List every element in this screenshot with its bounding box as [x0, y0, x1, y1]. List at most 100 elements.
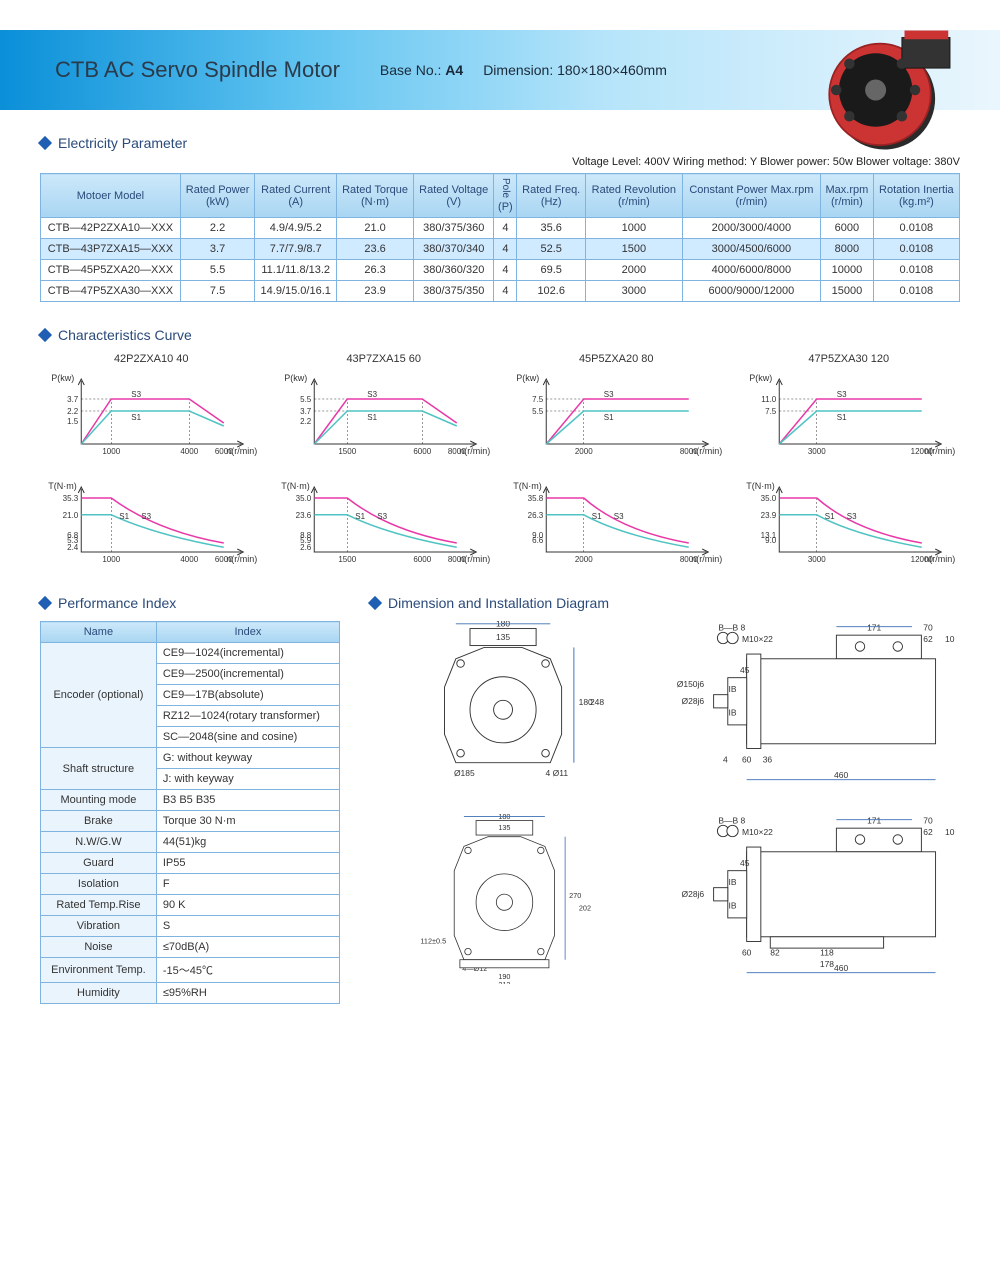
svg-text:62: 62	[923, 634, 933, 644]
svg-text:IB: IB	[728, 707, 736, 717]
table-row: CTB—45P5ZXA20—XXX5.511.1/11.8/13.226.338…	[41, 260, 960, 281]
svg-text:3.7: 3.7	[67, 395, 79, 404]
svg-text:4000: 4000	[180, 447, 198, 456]
svg-text:T(N·m): T(N·m)	[746, 481, 775, 491]
svg-text:6000: 6000	[413, 447, 431, 456]
svg-text:S1: S1	[131, 413, 141, 422]
perf-row: GuardIP55	[41, 853, 340, 874]
svg-text:62: 62	[923, 827, 933, 837]
svg-text:S3: S3	[367, 390, 377, 399]
table-row: CTB—47P5ZXA30—XXX7.514.9/15.0/16.123.938…	[41, 281, 960, 302]
svg-text:3000: 3000	[807, 555, 825, 564]
eparam-header: Constant Power Max.rpm (r/min)	[682, 174, 821, 218]
perf-h-index: Index	[156, 622, 339, 643]
eparam-header: Motoer Model	[41, 174, 181, 218]
svg-text:135: 135	[498, 823, 510, 832]
svg-text:2.2: 2.2	[300, 417, 312, 426]
perf-row: N.W/G.W44(51)kg	[41, 832, 340, 853]
perf-row: Noise≤70dB(A)	[41, 937, 340, 958]
dim-front-view: 180 135 180 248 Ø185 4 Ø11	[370, 621, 655, 791]
torque-chart: T(N·m) S1 S3 35.826.39.06.620008000 n(r/…	[505, 477, 728, 570]
svg-text:460: 460	[834, 963, 848, 973]
svg-text:23.6: 23.6	[295, 511, 311, 520]
svg-text:35.8: 35.8	[528, 494, 544, 503]
svg-text:Ø28j6: Ø28j6	[681, 696, 704, 706]
svg-text:45: 45	[740, 665, 750, 675]
svg-text:IB: IB	[728, 877, 736, 887]
svg-text:1.5: 1.5	[67, 417, 79, 426]
table-row: CTB—42P2ZXA10—XXX2.24.9/4.9/5.221.0380/3…	[41, 218, 960, 239]
svg-text:B—B 8: B—B 8	[718, 815, 745, 825]
svg-text:Ø28j6: Ø28j6	[681, 889, 704, 899]
svg-text:P(kw): P(kw)	[284, 373, 307, 383]
svg-text:2.2: 2.2	[67, 407, 79, 416]
svg-text:B—B 8: B—B 8	[718, 622, 745, 632]
svg-text:n(r/min): n(r/min)	[691, 446, 722, 456]
svg-text:n(r/min): n(r/min)	[226, 554, 257, 564]
svg-text:Ø150j6: Ø150j6	[677, 679, 705, 689]
dim-front-view: 180 135 270 202 4—Ø12 190212112±0.5	[370, 814, 655, 984]
svg-text:T(N·m): T(N·m)	[281, 481, 310, 491]
svg-text:IB: IB	[728, 684, 736, 694]
svg-text:60: 60	[742, 755, 752, 765]
bullet-icon	[368, 596, 382, 610]
electricity-table: Motoer ModelRated Power (kW)Rated Curren…	[40, 173, 960, 302]
svg-text:35.3: 35.3	[63, 494, 79, 503]
svg-text:S1: S1	[836, 413, 846, 422]
svg-text:171: 171	[867, 815, 881, 825]
dimension-drawings: 180 135 180 248 Ø185 4 Ø11 B—B 8 M10×22 …	[370, 621, 960, 987]
svg-text:10: 10	[945, 634, 955, 644]
svg-text:S1: S1	[604, 413, 614, 422]
table-row: CTB—43P7ZXA15—XXX3.77.7/7.9/8.723.6380/3…	[41, 239, 960, 260]
svg-text:6000: 6000	[413, 555, 431, 564]
svg-text:S1: S1	[355, 512, 365, 521]
svg-text:3000: 3000	[807, 447, 825, 456]
torque-chart: T(N·m) S1 S3 35.321.06.85.32.41000400060…	[40, 477, 263, 570]
svg-text:7.5: 7.5	[765, 407, 777, 416]
svg-text:180: 180	[498, 814, 510, 821]
svg-text:n(r/min): n(r/min)	[924, 446, 955, 456]
section-curve: Characteristics Curve 42P2ZXA10 40 P(kw)…	[0, 327, 1000, 570]
power-charts-row: 42P2ZXA10 40 P(kw) S3 S1 3.72.21.5100040…	[40, 353, 960, 462]
svg-text:35.0: 35.0	[295, 494, 311, 503]
svg-text:1000: 1000	[102, 447, 120, 456]
page-title: CTB AC Servo Spindle Motor	[55, 57, 340, 83]
svg-text:178: 178	[820, 959, 834, 969]
svg-text:70: 70	[923, 815, 933, 825]
svg-text:P(kw): P(kw)	[516, 373, 539, 383]
svg-text:n(r/min): n(r/min)	[459, 554, 490, 564]
svg-text:3.7: 3.7	[300, 407, 312, 416]
power-chart: 47P5ZXA30 120 P(kw) S3 S1 11.07.53000120…	[738, 353, 961, 462]
svg-text:S3: S3	[614, 512, 624, 521]
dim-side-view: B—B 8 M10×22 171 706210 45 IB IB Ø28j6 6…	[675, 814, 960, 984]
svg-text:M10×22: M10×22	[742, 634, 773, 644]
perf-h-name: Name	[41, 622, 157, 643]
svg-text:70: 70	[923, 622, 933, 632]
perf-row: Humidity≤95%RH	[41, 983, 340, 1004]
eparam-header: Rated Power (kW)	[180, 174, 255, 218]
perf-row: Environment Temp.-15～45℃	[41, 958, 340, 983]
svg-text:9.0: 9.0	[765, 536, 777, 545]
svg-text:180: 180	[496, 621, 510, 629]
svg-text:P(kw): P(kw)	[51, 373, 74, 383]
bullet-icon	[38, 596, 52, 610]
svg-text:P(kw): P(kw)	[749, 373, 772, 383]
power-chart: 43P7ZXA15 60 P(kw) S3 S1 5.53.72.2150060…	[273, 353, 496, 462]
svg-text:82: 82	[770, 948, 780, 958]
svg-text:S1: S1	[592, 512, 602, 521]
perf-row: Encoder (optional)CE9—1024(incremental)	[41, 643, 340, 664]
svg-text:n(r/min): n(r/min)	[924, 554, 955, 564]
perf-row: Rated Temp.Rise90 K	[41, 895, 340, 916]
perf-row: VibrationS	[41, 916, 340, 937]
svg-text:10: 10	[945, 827, 955, 837]
base-no: Base No.: A4	[380, 62, 463, 78]
svg-text:5.5: 5.5	[532, 407, 544, 416]
eparam-header: Max.rpm (r/min)	[821, 174, 874, 218]
bottom-section: Performance Index Name Index Encoder (op…	[0, 595, 1000, 1004]
power-chart: 42P2ZXA10 40 P(kw) S3 S1 3.72.21.5100040…	[40, 353, 263, 462]
eparam-header: Rated Current (A)	[255, 174, 337, 218]
svg-text:212: 212	[498, 980, 510, 984]
svg-text:460: 460	[834, 770, 848, 780]
eparam-header: Rated Freq. (Hz)	[517, 174, 586, 218]
svg-text:1000: 1000	[102, 555, 120, 564]
